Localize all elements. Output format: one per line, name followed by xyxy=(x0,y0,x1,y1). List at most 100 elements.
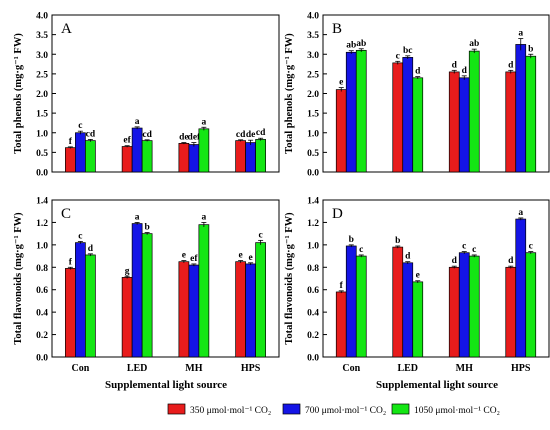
y-axis-title: Total phenols (mg·g⁻¹ FW) xyxy=(13,33,24,154)
significance-letter: c xyxy=(259,230,263,240)
bar xyxy=(448,266,460,358)
y-tick-label: 0.0 xyxy=(36,169,48,179)
significance-letter: ab xyxy=(469,39,479,49)
y-tick-label: 3.5 xyxy=(307,31,319,41)
y-tick-label: 2.5 xyxy=(307,70,319,80)
bar xyxy=(131,223,143,358)
significance-letter: ab xyxy=(356,39,366,49)
bar xyxy=(392,246,404,358)
significance-letter: bc xyxy=(403,46,413,56)
significance-letter: d xyxy=(452,256,458,266)
y-tick-label: 1.2 xyxy=(307,219,319,229)
significance-letter: c xyxy=(78,231,82,241)
significance-letter: e xyxy=(182,251,186,261)
significance-letter: d xyxy=(415,67,421,77)
x-tick-label: Con xyxy=(342,363,360,374)
bar xyxy=(131,127,143,173)
significance-letter: c xyxy=(78,121,82,131)
panel-d: 0.0 0.2 0.4 0.6 0.8 1.0 1.2 1.4 Total flavonoids… xyxy=(284,197,550,374)
bar xyxy=(188,144,200,173)
y-tick-label: 1.0 xyxy=(307,129,319,139)
bar xyxy=(65,268,76,358)
significance-letter: ef xyxy=(123,136,131,146)
bar xyxy=(235,261,246,358)
bar xyxy=(355,255,367,358)
y-tick-label: 4.0 xyxy=(307,12,319,22)
y-axis-title: Total flavonoids (mg·g⁻¹ FW) xyxy=(284,212,295,345)
bar xyxy=(141,233,153,358)
bar xyxy=(235,140,246,173)
bar xyxy=(65,147,76,173)
y-tick-label: 3.0 xyxy=(307,51,319,61)
significance-letter: a xyxy=(135,212,140,222)
x-tick-label: Con xyxy=(71,363,89,374)
significance-letter: cd xyxy=(256,128,266,138)
panel-a: 0.0 0.5 1.0 1.5 2.0 2.5 3.0 3.5 4.0 Total phenols… xyxy=(13,12,280,179)
y-tick-label: 1.2 xyxy=(36,219,48,229)
y-tick-label: 0.8 xyxy=(36,264,48,274)
y-tick-label: 0.2 xyxy=(307,331,319,341)
bar xyxy=(85,254,96,358)
panel-letter: A xyxy=(61,21,72,37)
significance-letter: d xyxy=(462,66,468,76)
plot-frame xyxy=(322,199,550,358)
x-tick-label: LED xyxy=(397,363,418,374)
bar xyxy=(505,71,517,173)
significance-letter: c xyxy=(462,242,466,252)
significance-letter: d xyxy=(508,256,514,266)
y-tick-label: 1.0 xyxy=(307,241,319,251)
significance-letter: f xyxy=(69,137,73,147)
plot-frame xyxy=(51,199,280,358)
significance-letter: e xyxy=(339,78,343,88)
significance-letter: g xyxy=(125,266,130,276)
bar xyxy=(121,146,133,173)
significance-letter: ef xyxy=(190,254,198,264)
y-tick-label: 1.4 xyxy=(36,197,48,207)
x-tick-label: HPS xyxy=(511,363,531,374)
bar xyxy=(458,252,470,358)
y-tick-label: 0.4 xyxy=(307,309,319,319)
significance-letter: f xyxy=(69,257,73,267)
significance-letter: c xyxy=(396,51,400,61)
significance-letter: de xyxy=(179,133,189,143)
bar xyxy=(75,132,86,173)
legend-label: 1050 μmol·mol⁻¹ CO₂ xyxy=(414,406,500,416)
significance-letter: ab xyxy=(346,41,356,51)
bar xyxy=(255,139,266,173)
significance-letter: d xyxy=(452,60,458,70)
significance-letter: e xyxy=(239,251,243,261)
y-tick-label: 4.0 xyxy=(36,12,48,22)
bar xyxy=(198,224,210,358)
y-tick-label: 0.2 xyxy=(36,331,48,341)
bar xyxy=(345,51,357,173)
significance-letter: d xyxy=(508,60,514,70)
x-axis-title-right: Supplemental light source xyxy=(376,379,498,391)
bar xyxy=(505,266,517,358)
significance-letter: e xyxy=(249,253,253,263)
bar xyxy=(335,291,347,358)
bar xyxy=(392,62,404,173)
significance-letter: de xyxy=(246,130,256,140)
x-tick-label: MH xyxy=(456,363,473,374)
x-tick-label: HPS xyxy=(241,363,261,374)
bar xyxy=(468,255,480,358)
significance-letter: d xyxy=(405,252,411,262)
x-axis-title-left: Supplemental light source xyxy=(105,379,227,391)
bar xyxy=(412,281,424,358)
bar xyxy=(188,264,200,358)
bar xyxy=(468,50,480,173)
legend-swatch xyxy=(167,403,186,415)
y-tick-label: 1.5 xyxy=(307,110,319,120)
y-tick-label: 1.4 xyxy=(307,197,319,207)
bar xyxy=(412,77,424,173)
significance-letter: b xyxy=(528,44,533,54)
significance-letter: d xyxy=(88,244,94,254)
legend-label: 350 μmol·mol⁻¹ CO₂ xyxy=(190,406,271,416)
panel-letter: D xyxy=(332,206,343,222)
y-tick-label: 1.0 xyxy=(36,241,48,251)
bar xyxy=(178,142,190,173)
significance-letter: b xyxy=(349,235,354,245)
y-tick-label: 2.0 xyxy=(307,90,319,100)
bar xyxy=(515,44,527,173)
